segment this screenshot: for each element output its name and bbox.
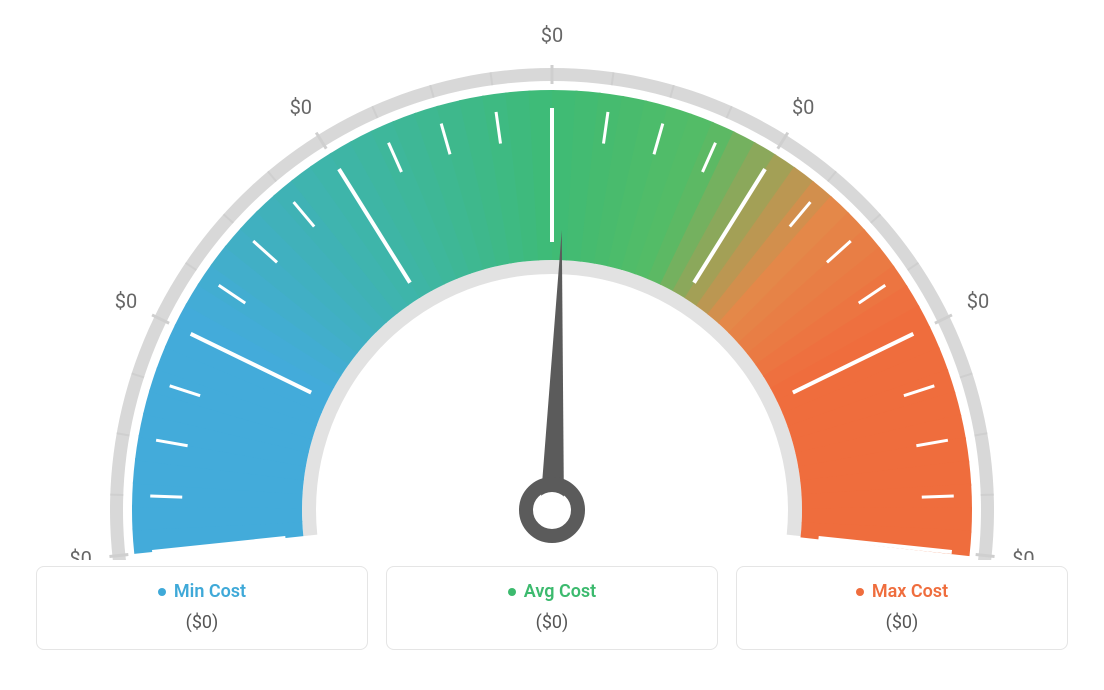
svg-text:$0: $0 (290, 95, 312, 119)
svg-text:$0: $0 (1012, 547, 1034, 560)
legend-card-avg: Avg Cost ($0) (386, 566, 718, 650)
gauge-svg: $0 $0 $0 $0 $0 $0 $0 (0, 10, 1104, 560)
svg-text:$0: $0 (792, 95, 814, 119)
legend-dot-avg (508, 588, 516, 596)
svg-text:$0: $0 (541, 23, 563, 47)
svg-text:$0: $0 (115, 289, 137, 313)
legend-value-avg: ($0) (405, 612, 699, 633)
legend-card-min: Min Cost ($0) (36, 566, 368, 650)
legend-value-min: ($0) (55, 612, 349, 633)
legend-value-max: ($0) (755, 612, 1049, 633)
legend-label-max: Max Cost (872, 581, 948, 602)
legend-card-max: Max Cost ($0) (736, 566, 1068, 650)
legend-dot-min (158, 588, 166, 596)
legend-label-avg: Avg Cost (524, 581, 596, 602)
legend-dot-max (856, 588, 864, 596)
svg-text:$0: $0 (967, 289, 989, 313)
legend-label-min: Min Cost (174, 581, 246, 602)
svg-text:$0: $0 (69, 547, 91, 560)
cost-gauge: $0 $0 $0 $0 $0 $0 $0 (0, 10, 1104, 560)
legend-row: Min Cost ($0) Avg Cost ($0) Max Cost ($0… (0, 566, 1104, 650)
